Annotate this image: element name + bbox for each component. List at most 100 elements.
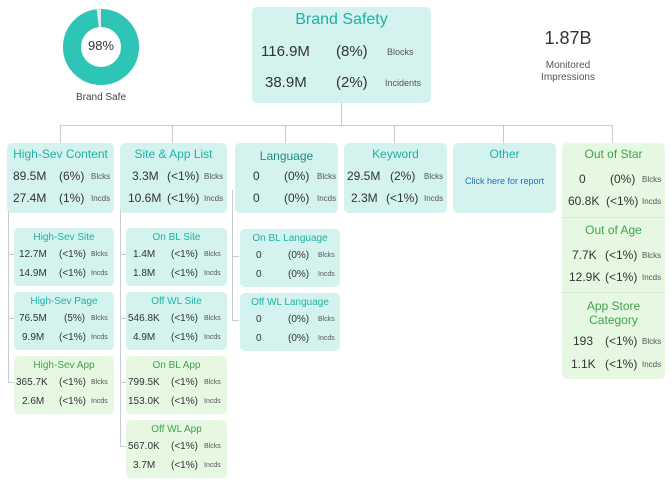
blocks-label: Blcks <box>204 443 221 450</box>
click-here-for-report-link[interactable]: Click here for report <box>464 176 545 186</box>
sub-title: High-Sev Site <box>33 232 95 243</box>
out-of-age-incidents-label: Incds <box>642 273 662 282</box>
blocks-pct: (<1%) <box>171 377 198 388</box>
sub-card-off-wl-language[interactable]: Off WL Language 0 (0%) Blcks 0 (0%) Incd… <box>240 293 340 351</box>
category-card-site-app-list[interactable]: Site & App List 3.3M (<1%) Blcks 10.6M (… <box>120 143 227 213</box>
incidents-pct: (0%) <box>284 191 310 205</box>
monitored-impressions-label-line2: Impressions <box>541 72 595 83</box>
blocks-value: 567.0K <box>128 441 160 452</box>
incidents-label: Incds <box>204 270 221 277</box>
sub-card-off-wl-site[interactable]: Off WL Site 546.8K (<1%) Blcks 4.9M (<1%… <box>126 292 227 350</box>
sub-card-off-wl-app[interactable]: Off WL App 567.0K (<1%) Blcks 3.7M (<1%)… <box>126 420 227 478</box>
incidents-pct: (0%) <box>288 269 310 280</box>
sub-title: Off WL Language <box>251 297 329 308</box>
sub-title: On BL Language <box>252 233 328 244</box>
incidents-value: 14.9M <box>19 268 47 279</box>
category-title-app-store-category-line2[interactable]: Category <box>589 313 638 327</box>
category-title: Site & App List <box>134 147 213 161</box>
category-title: High-Sev Content <box>13 147 108 161</box>
category-card-keyword[interactable]: Keyword 29.5M (2%) Blcks 2.3M (<1%) Incd… <box>344 143 447 213</box>
incidents-pct: (0%) <box>288 333 310 344</box>
blocks-label: Blcks <box>91 172 111 181</box>
connector-drop-4 <box>394 125 395 143</box>
connector-sub-col3-t1 <box>232 256 239 257</box>
incidents-pct: (<1%) <box>386 191 419 205</box>
out-of-star-incidents-value: 60.8K <box>568 194 600 208</box>
blocks-value: 365.7K <box>16 377 48 388</box>
sub-card-high-sev-app[interactable]: High-Sev App 365.7K (<1%) Blcks 2.6M (<1… <box>14 356 114 414</box>
brand-safe-donut-arc <box>63 9 139 85</box>
blocks-label: Blcks <box>204 315 221 322</box>
blocks-pct: (5%) <box>64 313 86 324</box>
connector-sub-col3 <box>232 190 233 320</box>
incidents-label: Incds <box>91 398 108 405</box>
connector-sub-col2-t2 <box>120 318 126 319</box>
connector-sub-col1-t2 <box>8 318 14 319</box>
blocks-value: 1.4M <box>133 249 156 260</box>
connector-sub-col2-t1 <box>120 254 126 255</box>
app-store-blocks-value: 193 <box>573 334 594 348</box>
app-store-incidents-label: Incds <box>642 360 662 369</box>
sub-card-high-sev-site[interactable]: High-Sev Site 12.7M (<1%) Blcks 14.9M (<… <box>14 228 114 286</box>
blocks-label: Blcks <box>204 251 221 258</box>
category-card-other[interactable]: Other Click here for report <box>453 143 556 213</box>
connector-sub-col1 <box>8 190 9 382</box>
incidents-label: Incds <box>317 194 337 203</box>
sub-title: High-Sev App <box>33 360 95 371</box>
connector-drop-2 <box>172 125 173 143</box>
brand-safe-percent: 98% <box>87 38 115 53</box>
brand-safety-card[interactable]: Brand Safety 116.9M (8%) Blocks 38.9M (2… <box>252 7 431 103</box>
incidents-label: Incds <box>91 194 111 203</box>
sub-card-on-bl-app[interactable]: On BL App 799.5K (<1%) Blcks 153.0K (<1%… <box>126 356 227 414</box>
incidents-label: Incds <box>318 271 335 278</box>
incidents-label: Incds <box>204 334 221 341</box>
incidents-value: 10.6M <box>128 191 162 205</box>
blocks-label: Blcks <box>91 251 108 258</box>
incidents-pct: (<1%) <box>167 191 200 205</box>
app-store-blocks-pct: (<1%) <box>605 334 638 348</box>
sub-card-on-bl-site[interactable]: On BL Site 1.4M (<1%) Blcks 1.8M (<1%) I… <box>126 228 227 286</box>
brand-safety-incidents-value: 38.9M <box>265 74 307 91</box>
connector-horizontal <box>60 125 613 126</box>
incidents-pct: (<1%) <box>171 268 198 279</box>
blocks-value: 89.5M <box>13 169 47 183</box>
category-title: Keyword <box>372 147 419 161</box>
blocks-value: 546.8K <box>128 313 160 324</box>
category-card-high-sev-content[interactable]: High-Sev Content 89.5M (6%) Blcks 27.4M … <box>7 143 114 213</box>
incidents-value: 0 <box>253 191 260 205</box>
blocks-label: Blcks <box>91 315 108 322</box>
incidents-value: 0 <box>256 333 262 344</box>
blocks-label: Blcks <box>317 172 337 181</box>
out-of-star-incidents-pct: (<1%) <box>606 194 639 208</box>
category-title-out-of-age[interactable]: Out of Age <box>585 223 642 237</box>
connector-drop-1 <box>60 125 61 143</box>
incidents-label: Incds <box>424 194 444 203</box>
category-title: Other <box>489 147 520 161</box>
incidents-value: 4.9M <box>133 332 156 343</box>
sub-title: Off WL Site <box>151 296 202 307</box>
incidents-value: 0 <box>256 269 262 280</box>
category-title: Language <box>259 149 314 163</box>
blocks-pct: (0%) <box>284 169 310 183</box>
blocks-pct: (<1%) <box>171 441 198 452</box>
blocks-label: Blcks <box>91 379 108 386</box>
connector-drop-6 <box>612 125 613 143</box>
incidents-label: Incds <box>204 194 224 203</box>
incidents-value: 3.7M <box>133 460 156 471</box>
blocks-pct: (<1%) <box>59 377 86 388</box>
connector-drop-5 <box>503 125 504 143</box>
sub-card-on-bl-language[interactable]: On BL Language 0 (0%) Blcks 0 (0%) Incds <box>240 229 340 287</box>
category-title-out-of-star[interactable]: Out of Star <box>584 147 643 161</box>
category-title-app-store-category-line1[interactable]: App Store <box>586 299 641 313</box>
out-of-age-blocks-pct: (<1%) <box>605 248 638 262</box>
out-of-star-blocks-label: Blcks <box>642 175 662 184</box>
brand-safety-blocks-value: 116.9M <box>261 43 310 60</box>
incidents-pct: (<1%) <box>59 268 86 279</box>
monitored-impressions-value: 1.87B <box>544 28 592 48</box>
blocks-value: 0 <box>253 169 260 183</box>
brand-safe-widget: 98% Brand Safe <box>62 8 140 108</box>
blocks-value: 76.5M <box>19 313 47 324</box>
category-card-language[interactable]: Language 0 (0%) Blcks 0 (0%) Incds <box>235 143 338 213</box>
brand-safety-incidents-label: Incidents <box>385 78 422 88</box>
sub-card-high-sev-page[interactable]: High-Sev Page 76.5M (5%) Blcks 9.9M (<1%… <box>14 292 114 350</box>
